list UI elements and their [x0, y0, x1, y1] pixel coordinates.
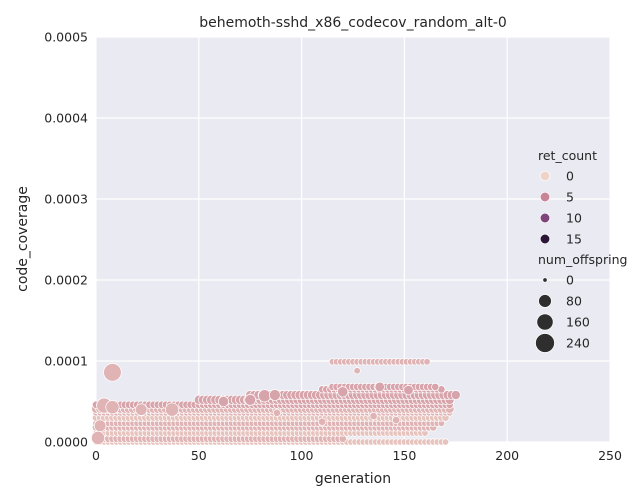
data-point [165, 402, 180, 417]
data-point [337, 386, 349, 398]
legend-hue-label: 10 [566, 211, 582, 226]
x-tick-label: 100 [290, 448, 314, 463]
y-tick-label: 0.0000 [44, 435, 88, 450]
data-point [244, 393, 257, 406]
data-point [392, 416, 401, 425]
data-point [135, 403, 148, 416]
data-point [105, 400, 120, 415]
data-point [353, 367, 361, 375]
data-point [374, 381, 385, 393]
y-tick-label: 0.0003 [44, 192, 88, 207]
x-axis-label: generation [315, 471, 391, 487]
legend: ret_count num_offspring 0 5 10 15 0 80 160 240 [535, 148, 627, 353]
x-tick-label: 250 [598, 448, 622, 463]
legend-size-label: 160 [566, 315, 590, 330]
chart-title: behemoth-sshd_x86_codecov_random_alt-0 [199, 15, 507, 31]
legend-hue-marker [539, 212, 551, 224]
data-point [258, 389, 272, 403]
data-point [93, 419, 107, 432]
x-tick-labels: 0 50 100 150 200 250 [92, 448, 622, 463]
data-point [441, 438, 450, 446]
data-point [450, 390, 461, 400]
legend-size-marker [535, 333, 555, 353]
legend-hue-label: 5 [566, 190, 574, 205]
legend-size-label: 0 [566, 273, 574, 288]
data-point [217, 395, 230, 408]
data-point [369, 412, 378, 421]
data-point [423, 358, 431, 366]
data-point [403, 385, 414, 396]
x-tick-label: 0 [92, 448, 100, 463]
data-points [91, 358, 461, 446]
y-tick-label: 0.0005 [44, 30, 88, 45]
data-point [318, 417, 327, 426]
legend-hue-label: 0 [566, 169, 574, 184]
legend-hue-marker [539, 233, 551, 245]
y-axis-label: code_coverage [15, 186, 31, 292]
plot-background [96, 37, 610, 442]
data-point [431, 382, 440, 391]
data-point [103, 363, 122, 382]
legend-size-marker [536, 313, 554, 331]
legend-size-label: 240 [566, 336, 590, 351]
legend-hue-title: ret_count [538, 148, 597, 163]
data-point [268, 389, 281, 401]
y-tick-labels: 0.0000 0.0001 0.0002 0.0003 0.0004 0.0005 [44, 30, 88, 450]
x-tick-label: 50 [191, 448, 207, 463]
y-tick-label: 0.0002 [44, 273, 88, 288]
legend-hue-marker [539, 191, 551, 203]
legend-size-marker [538, 294, 552, 308]
x-tick-label: 200 [495, 448, 519, 463]
legend-hue-marker [539, 170, 551, 182]
legend-size-title: num_offspring [538, 252, 627, 267]
data-point [272, 408, 281, 417]
legend-size-label: 80 [566, 294, 582, 309]
y-tick-label: 0.0001 [44, 354, 88, 369]
x-tick-label: 150 [392, 448, 416, 463]
legend-size-marker [542, 277, 548, 283]
legend-hue-label: 15 [566, 232, 582, 247]
y-tick-label: 0.0004 [44, 111, 88, 126]
data-point [91, 430, 106, 445]
